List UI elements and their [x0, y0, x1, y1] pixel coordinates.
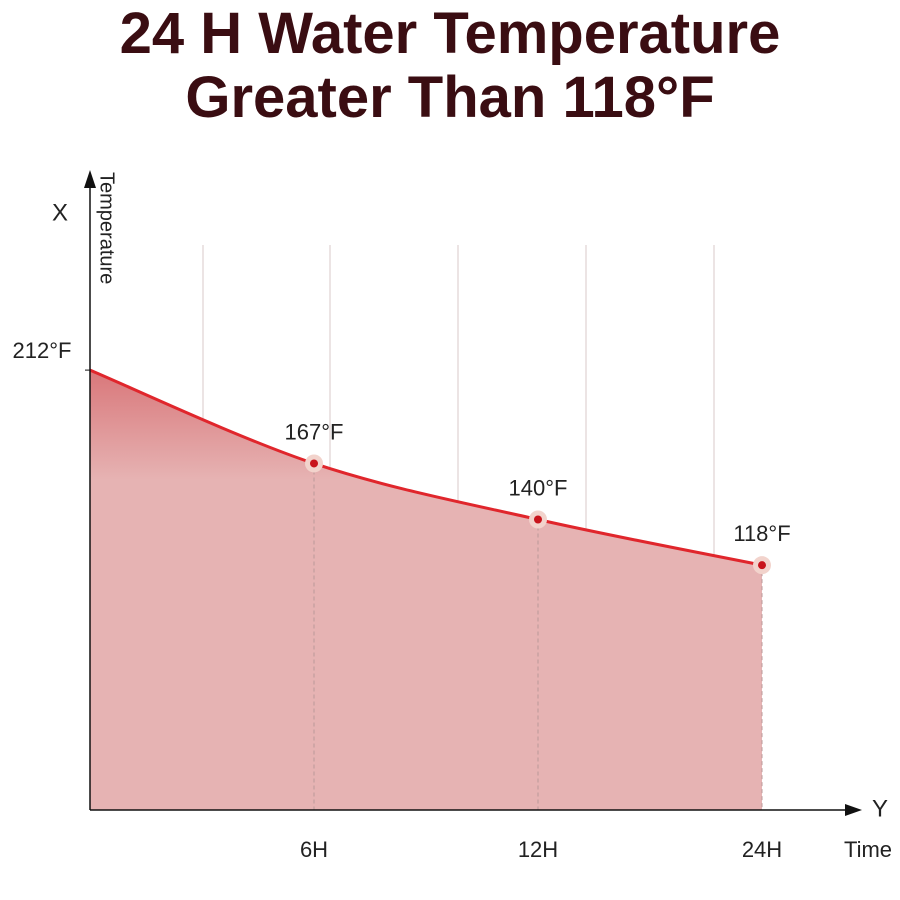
x-tick-label: 24H — [742, 837, 782, 862]
line — [89, 368, 763, 567]
x-tick-label: 6H — [300, 837, 328, 862]
y-axis-label: Temperature — [96, 172, 118, 284]
value-label: 140°F — [509, 475, 568, 500]
point — [534, 515, 542, 524]
chart-title: 24 H Water Temperature Greater Than 118°… — [119, 1, 781, 130]
value-label: 167°F — [285, 419, 344, 444]
value-label: 118°F — [733, 521, 790, 546]
x-axis-symbol: Y — [872, 795, 888, 822]
x-tick-label: 12H — [518, 837, 558, 862]
axes — [84, 170, 862, 816]
y-tick-label: 212°F — [13, 338, 72, 363]
area — [90, 370, 762, 810]
point — [758, 561, 766, 570]
point — [310, 459, 318, 468]
y-axis-symbol: X — [52, 199, 68, 226]
x-axis-label: Time — [844, 837, 892, 862]
